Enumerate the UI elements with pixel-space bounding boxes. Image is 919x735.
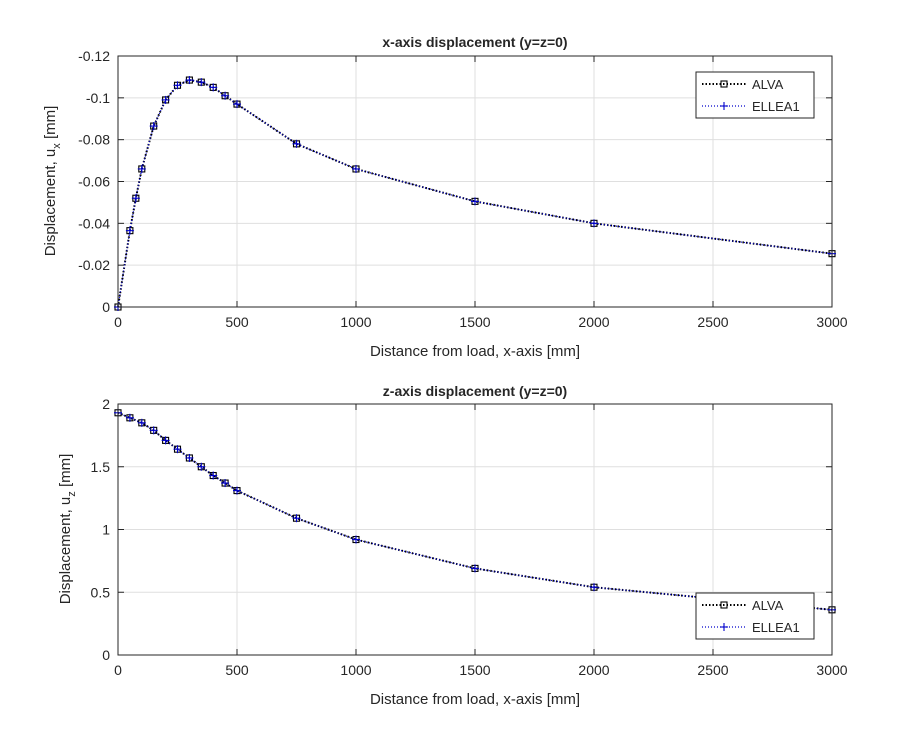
- x-displacement-legend-marker-ellea1: [720, 102, 728, 110]
- z-displacement-series-ellea1-point: [233, 486, 241, 495]
- x-displacement-ytick-label: -0.12: [78, 48, 110, 64]
- z-displacement-ylabel-subscript: z: [66, 491, 78, 497]
- x-displacement-ytick-label: -0.08: [78, 132, 110, 148]
- x-displacement-series-ellea1-point: [590, 219, 598, 228]
- x-displacement-series-ellea1-point: [233, 100, 241, 109]
- x-displacement-ylabel-main: Displacement, u: [42, 149, 59, 257]
- z-displacement-title: z-axis displacement (y=z=0): [383, 383, 567, 399]
- x-displacement-series-ellea1-point: [221, 91, 230, 100]
- z-displacement-series-ellea1-point: [590, 583, 598, 592]
- z-displacement-ytick-label: 1.5: [91, 459, 111, 475]
- x-displacement-ytick-label: -0.1: [86, 90, 110, 106]
- x-displacement-legend-marker-alva: [720, 80, 728, 88]
- z-displacement-series-alva-line: [117, 411, 833, 611]
- x-displacement-ytick-label: -0.02: [78, 257, 110, 273]
- z-displacement-series-ellea1-point: [149, 426, 158, 435]
- x-displacement-ytick-label: -0.04: [78, 215, 110, 231]
- x-displacement-series-ellea1-point: [471, 197, 479, 206]
- z-displacement-xtick-label: 1500: [459, 662, 490, 678]
- z-displacement-xlabel: Distance from load, x-axis [mm]: [370, 691, 580, 708]
- x-displacement-ylabel: Displacement, ux [mm]: [42, 106, 63, 257]
- z-displacement-ylabel-main: Displacement, u: [57, 497, 74, 605]
- x-displacement-legend-label-ellea1: ELLEA1: [752, 99, 800, 114]
- x-displacement-xtick-label: 2000: [578, 314, 609, 330]
- x-displacement-xtick-label: 3000: [816, 314, 847, 330]
- z-displacement-legend-marker-ellea1: [720, 623, 728, 631]
- z-displacement-xtick-label: 0: [114, 662, 122, 678]
- z-displacement-ytick-label: 2: [102, 396, 110, 412]
- z-displacement-xtick-label: 500: [225, 662, 249, 678]
- x-displacement-ylabel-subscript: x: [51, 143, 63, 149]
- z-displacement-legend-label-ellea1: ELLEA1: [752, 620, 800, 635]
- x-displacement-xtick-label: 1000: [340, 314, 371, 330]
- x-displacement-series: [114, 76, 836, 311]
- x-displacement-series-ellea1-point: [149, 122, 158, 131]
- z-displacement-series-ellea1-point: [137, 418, 146, 427]
- z-displacement-series-ellea1-point: [125, 413, 134, 422]
- x-displacement-xtick-label: 500: [225, 314, 249, 330]
- z-displacement-series-ellea1-point: [292, 514, 301, 523]
- x-displacement-series-alva-line: [117, 79, 833, 308]
- x-displacement-series-ellea1-point: [137, 164, 146, 173]
- z-displacement-ytick-label: 0: [102, 647, 110, 663]
- z-displacement-ylabel-unit: [mm]: [57, 454, 74, 492]
- z-displacement-chart: 0 500 1000 1500 2000 2500 3000 0 0.5 1 1.5 2 z-axis…: [57, 383, 848, 708]
- z-displacement-legend-label-alva: ALVA: [752, 598, 784, 613]
- z-displacement-series-ellea1-point: [173, 445, 182, 454]
- z-displacement-legend-marker-alva: [720, 601, 728, 609]
- z-displacement-series-ellea1-point: [161, 436, 170, 445]
- x-displacement-series-ellea1-point: [292, 139, 301, 148]
- z-displacement-xtick-label: 3000: [816, 662, 847, 678]
- x-displacement-ytick-label: 0: [102, 299, 110, 315]
- x-displacement-legend-label-alva: ALVA: [752, 77, 784, 92]
- z-displacement-series-ellea1-point: [471, 564, 479, 573]
- z-displacement-ytick-label: 0.5: [91, 584, 111, 600]
- z-displacement-series-ellea1-point: [185, 453, 194, 462]
- x-displacement-ytick-label: -0.06: [78, 174, 110, 190]
- z-displacement-legend-box: [695, 592, 815, 640]
- x-displacement-series-ellea1-point: [197, 78, 206, 87]
- x-displacement-legend-box: [695, 71, 815, 119]
- z-displacement-xtick-label: 2000: [578, 662, 609, 678]
- x-displacement-xlabel: Distance from load, x-axis [mm]: [370, 343, 580, 360]
- x-displacement-xtick-label: 0: [114, 314, 122, 330]
- x-displacement-series-ellea1-point: [161, 95, 170, 104]
- x-displacement-xtick-label: 1500: [459, 314, 490, 330]
- z-displacement-series-ellea1-point: [221, 479, 230, 488]
- x-displacement-series-ellea1-point: [173, 81, 182, 90]
- z-displacement-xtick-label: 1000: [340, 662, 371, 678]
- x-displacement-legend: ALVA ELLEA1: [695, 71, 815, 119]
- x-displacement-series-ellea1-point: [131, 194, 140, 203]
- x-displacement-series-ellea1-point: [185, 76, 194, 85]
- z-displacement-legend: ALVA ELLEA1: [695, 592, 815, 640]
- x-displacement-series-ellea1-point: [125, 226, 134, 235]
- z-displacement-series-ellea1-point: [209, 471, 218, 480]
- x-displacement-ticks: 0 500 1000 1500 2000 2500 3000 0 -0.02 -0.04 -0.06…: [78, 48, 848, 330]
- x-displacement-title: x-axis displacement (y=z=0): [382, 34, 567, 50]
- x-displacement-xtick-label: 2500: [697, 314, 728, 330]
- x-displacement-series-ellea1-point: [352, 164, 360, 173]
- x-displacement-chart: 0 500 1000 1500 2000 2500 3000 0 -0.02 -0.04 -0.06…: [42, 34, 848, 360]
- z-displacement-series-ellea1-point: [197, 462, 206, 471]
- z-displacement-series-ellea1-point: [352, 535, 360, 544]
- x-displacement-ylabel-unit: [mm]: [42, 106, 59, 144]
- x-displacement-series-ellea1-point: [209, 83, 218, 92]
- z-displacement-ytick-label: 1: [102, 522, 110, 538]
- z-displacement-ylabel: Displacement, uz [mm]: [57, 454, 78, 605]
- z-displacement-ticks: 0 500 1000 1500 2000 2500 3000 0 0.5 1 1.5 2: [91, 396, 848, 678]
- z-displacement-xtick-label: 2500: [697, 662, 728, 678]
